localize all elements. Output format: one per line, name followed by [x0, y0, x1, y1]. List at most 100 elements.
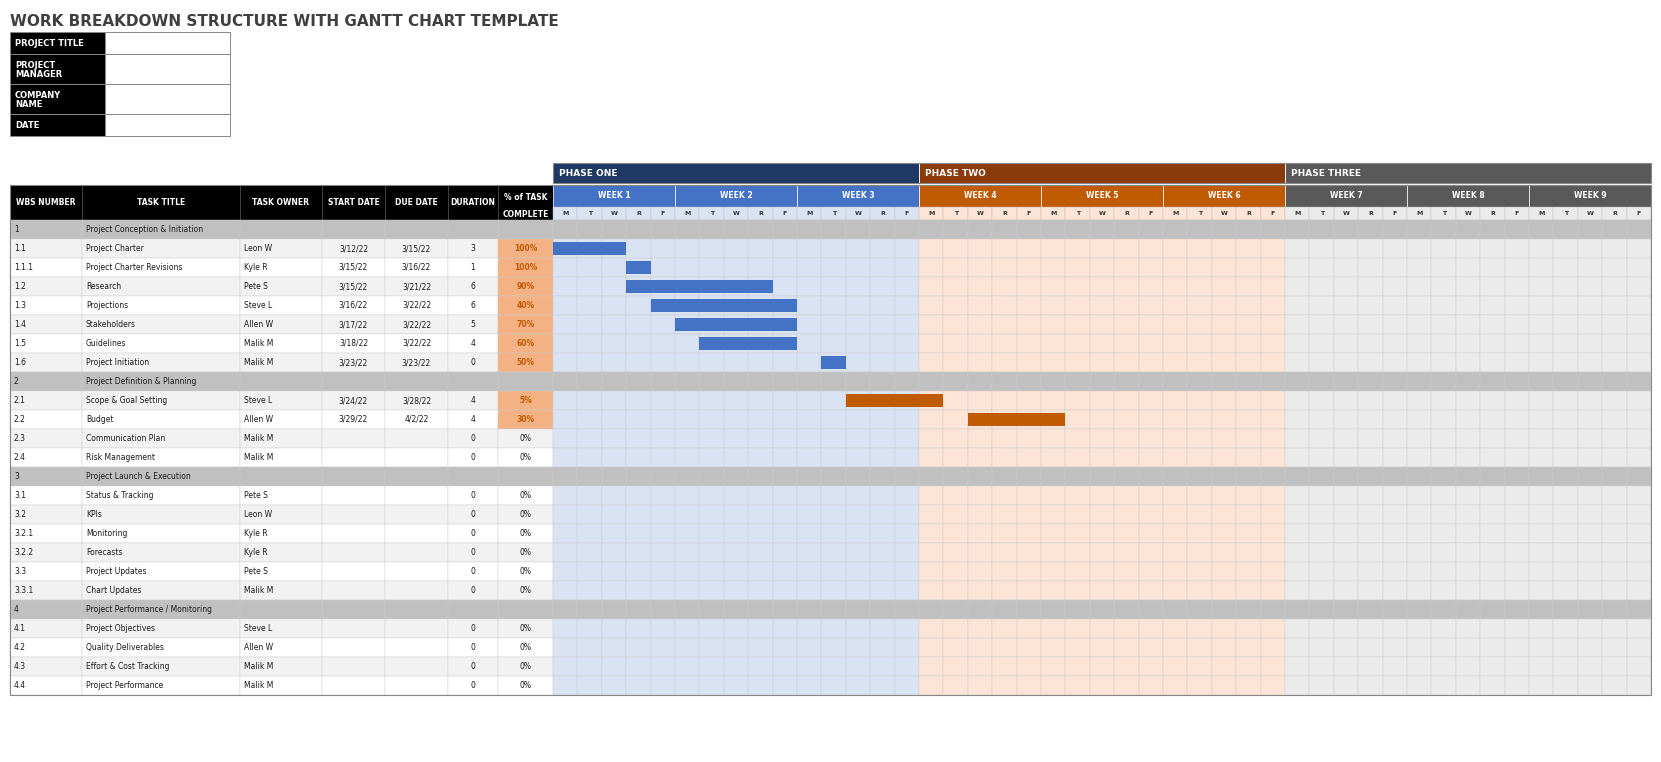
Bar — [1334, 207, 1359, 220]
Bar — [1382, 429, 1407, 448]
Text: 100%: 100% — [513, 244, 537, 253]
Bar — [1065, 372, 1090, 391]
Bar — [1505, 619, 1530, 638]
Bar — [385, 619, 448, 638]
Bar — [1603, 391, 1626, 410]
Bar — [1530, 581, 1553, 600]
Bar — [1188, 372, 1213, 391]
Text: W: W — [977, 211, 983, 216]
Bar — [895, 220, 919, 239]
Bar — [870, 562, 895, 581]
Text: COMPANY: COMPANY — [15, 91, 61, 100]
Bar — [1553, 505, 1578, 524]
Bar — [1407, 429, 1432, 448]
Bar — [1065, 657, 1090, 676]
Bar — [1432, 391, 1455, 410]
Bar — [10, 185, 81, 220]
Bar — [1309, 277, 1334, 296]
Bar — [651, 239, 674, 258]
Bar — [1334, 372, 1359, 391]
Bar — [1017, 391, 1041, 410]
Bar — [1090, 619, 1115, 638]
Bar — [1432, 657, 1455, 676]
Text: 0: 0 — [470, 643, 475, 652]
Bar — [699, 296, 724, 315]
Bar — [10, 448, 81, 467]
Bar — [578, 676, 601, 695]
Bar — [239, 505, 322, 524]
Bar — [385, 220, 448, 239]
Bar — [1530, 207, 1553, 220]
Bar — [1213, 467, 1236, 486]
Bar — [1626, 239, 1651, 258]
Bar — [1115, 372, 1138, 391]
Bar — [626, 372, 651, 391]
Bar — [772, 562, 797, 581]
Bar — [1041, 543, 1065, 562]
Bar — [674, 676, 699, 695]
Bar — [1505, 638, 1530, 657]
Bar — [1480, 524, 1505, 543]
Bar — [919, 619, 943, 638]
Bar — [626, 524, 651, 543]
Bar — [1017, 296, 1041, 315]
Text: 0: 0 — [470, 453, 475, 462]
Text: 2.4: 2.4 — [13, 453, 27, 462]
Text: Guidelines: Guidelines — [86, 339, 126, 348]
Bar — [992, 467, 1017, 486]
Bar — [651, 429, 674, 448]
Bar — [1188, 391, 1213, 410]
Bar — [1432, 543, 1455, 562]
Bar — [322, 676, 385, 695]
Bar — [10, 315, 81, 334]
Bar — [1382, 207, 1407, 220]
Bar — [1188, 543, 1213, 562]
Bar — [1236, 220, 1261, 239]
Bar — [322, 638, 385, 657]
Bar — [1480, 258, 1505, 277]
Bar — [1505, 334, 1530, 353]
Bar — [1603, 353, 1626, 372]
Bar — [1553, 448, 1578, 467]
Bar — [1213, 277, 1236, 296]
Bar — [448, 619, 498, 638]
Bar — [1626, 486, 1651, 505]
Bar — [10, 619, 81, 638]
Bar — [1163, 543, 1188, 562]
Bar — [1286, 543, 1309, 562]
Bar — [1432, 619, 1455, 638]
Bar — [1188, 657, 1213, 676]
Bar — [919, 676, 943, 695]
Bar — [1578, 524, 1603, 543]
Bar — [797, 562, 822, 581]
Bar — [1407, 315, 1432, 334]
Text: T: T — [953, 211, 958, 216]
Bar — [724, 207, 747, 220]
Bar — [1236, 543, 1261, 562]
Bar — [1065, 543, 1090, 562]
Bar — [1382, 619, 1407, 638]
Bar — [1382, 334, 1407, 353]
Text: Allen W: Allen W — [244, 643, 272, 652]
Bar — [1017, 315, 1041, 334]
Bar — [895, 410, 919, 429]
Bar — [553, 315, 578, 334]
Bar — [1578, 334, 1603, 353]
Bar — [674, 258, 699, 277]
Bar — [822, 562, 845, 581]
Text: Risk Management: Risk Management — [86, 453, 154, 462]
Bar — [1359, 353, 1382, 372]
Text: 0%: 0% — [520, 643, 532, 652]
Bar — [1213, 543, 1236, 562]
Bar — [651, 581, 674, 600]
Bar — [1138, 657, 1163, 676]
Bar — [1455, 676, 1480, 695]
Bar — [797, 410, 822, 429]
Text: Kyle R: Kyle R — [244, 548, 267, 557]
Bar — [1359, 581, 1382, 600]
Bar — [1261, 467, 1286, 486]
Bar — [385, 410, 448, 429]
Bar — [1286, 676, 1309, 695]
Bar — [1138, 676, 1163, 695]
Bar — [1236, 524, 1261, 543]
